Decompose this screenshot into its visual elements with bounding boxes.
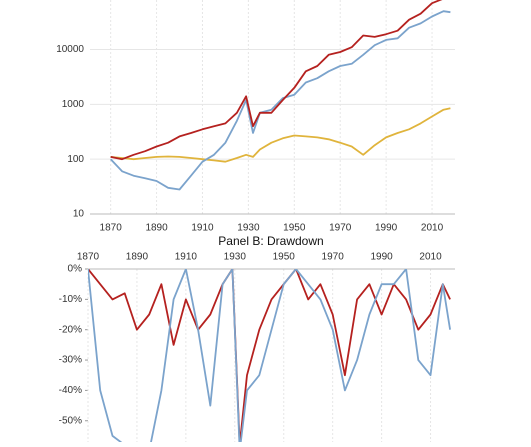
data-line [110, 10, 451, 191]
x-tick-label: 1930 [237, 223, 260, 234]
x-tick-label: 1910 [191, 223, 214, 234]
data-line [88, 269, 451, 442]
data-line [110, 0, 443, 161]
x-tick-label: 2010 [419, 252, 442, 263]
x-tick-label: 1870 [100, 223, 123, 234]
x-tick-label: 1910 [175, 252, 198, 263]
x-tick-label: 1890 [145, 223, 168, 234]
y-tick-label: 0% [68, 264, 83, 275]
y-tick-label: -10% [59, 294, 82, 305]
x-tick-label: 1990 [370, 252, 393, 263]
series-group [110, 0, 451, 191]
x-tick-label: 1870 [77, 252, 100, 263]
x-tick-label: 2010 [421, 223, 444, 234]
y-tick-label: 10 [73, 209, 85, 220]
y-tick-label: 10000 [56, 44, 84, 55]
y-tick-label: 1000 [62, 99, 85, 110]
x-tick-label: 1930 [224, 252, 247, 263]
y-tick-label: -40% [59, 385, 82, 396]
x-tick-label: 1970 [322, 252, 345, 263]
y-tick-label: -30% [59, 355, 82, 366]
y-tick-label: -20% [59, 324, 82, 335]
x-tick-label: 1950 [283, 223, 306, 234]
series-group [88, 269, 451, 442]
data-line [110, 107, 451, 163]
panel-title: Panel B: Drawdown [218, 234, 323, 248]
y-tick-label: -50% [59, 415, 82, 426]
x-tick-label: 1890 [126, 252, 149, 263]
x-tick-label: 1950 [273, 252, 296, 263]
y-tick-label: 100 [67, 154, 84, 165]
x-tick-label: 1970 [329, 223, 352, 234]
data-line [88, 269, 451, 442]
x-tick-label: 1990 [375, 223, 398, 234]
